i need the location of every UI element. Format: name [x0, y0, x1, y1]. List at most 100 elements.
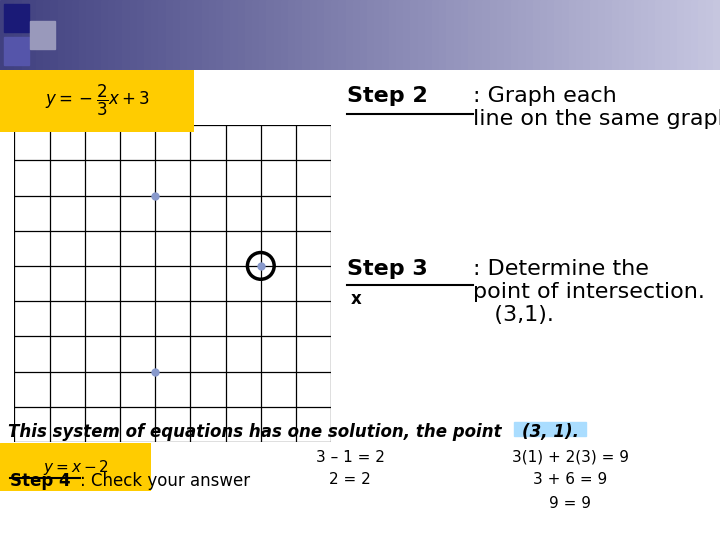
Bar: [504, 0, 512, 70]
Bar: [338, 0, 346, 70]
Bar: [0, 0, 8, 70]
Bar: [238, 0, 246, 70]
Bar: [65, 0, 73, 70]
Bar: [677, 0, 685, 70]
Bar: [14, 0, 22, 70]
Bar: [317, 0, 325, 70]
Bar: [482, 0, 490, 70]
Text: : Determine the
point of intersection.
   (3,1).: : Determine the point of intersection. (…: [473, 259, 705, 325]
Text: 3 + 6 = 9: 3 + 6 = 9: [533, 472, 607, 487]
Bar: [576, 0, 584, 70]
Bar: [122, 0, 130, 70]
Text: Step 3: Step 3: [347, 259, 428, 279]
Bar: [569, 0, 577, 70]
Bar: [101, 0, 109, 70]
Bar: [374, 0, 382, 70]
Bar: [7, 0, 15, 70]
Bar: [194, 0, 202, 70]
Bar: [331, 0, 339, 70]
Bar: [648, 0, 656, 70]
Bar: [310, 0, 318, 70]
Bar: [209, 0, 217, 70]
Bar: [202, 0, 210, 70]
Bar: [475, 0, 483, 70]
Bar: [324, 0, 332, 70]
Bar: [216, 0, 224, 70]
Bar: [43, 0, 51, 70]
Bar: [115, 0, 123, 70]
Bar: [230, 0, 238, 70]
Bar: [295, 0, 303, 70]
Bar: [353, 0, 361, 70]
Bar: [590, 0, 598, 70]
Bar: [94, 0, 102, 70]
Bar: [490, 0, 498, 70]
Bar: [58, 0, 66, 70]
Bar: [706, 0, 714, 70]
Bar: [4, 37, 29, 65]
Bar: [86, 0, 94, 70]
Bar: [468, 0, 476, 70]
Bar: [151, 0, 159, 70]
Bar: [130, 0, 138, 70]
Text: x: x: [351, 291, 361, 308]
Bar: [583, 0, 591, 70]
Bar: [346, 0, 354, 70]
Text: Step 2: Step 2: [347, 86, 428, 106]
Bar: [252, 0, 260, 70]
Bar: [108, 0, 116, 70]
Bar: [454, 0, 462, 70]
Bar: [514, 422, 586, 436]
Bar: [684, 0, 692, 70]
Bar: [641, 0, 649, 70]
Bar: [144, 0, 152, 70]
Bar: [281, 0, 289, 70]
Bar: [533, 0, 541, 70]
Bar: [439, 0, 447, 70]
Bar: [137, 0, 145, 70]
Text: (3, 1).: (3, 1).: [521, 423, 578, 442]
Bar: [158, 0, 166, 70]
Bar: [4, 3, 29, 31]
Bar: [30, 21, 55, 49]
Bar: [389, 0, 397, 70]
Bar: [446, 0, 454, 70]
Bar: [698, 0, 706, 70]
Bar: [266, 0, 274, 70]
Bar: [288, 0, 296, 70]
Bar: [29, 0, 37, 70]
Bar: [554, 0, 562, 70]
Bar: [562, 0, 570, 70]
Bar: [605, 0, 613, 70]
Bar: [634, 0, 642, 70]
Text: 9 = 9: 9 = 9: [549, 496, 591, 511]
Text: : Check your answer: : Check your answer: [80, 472, 250, 490]
Bar: [511, 0, 519, 70]
Bar: [418, 0, 426, 70]
Text: Step 4: Step 4: [10, 472, 71, 490]
Bar: [367, 0, 375, 70]
Bar: [72, 0, 80, 70]
Bar: [259, 0, 267, 70]
Bar: [79, 0, 87, 70]
Bar: [655, 0, 663, 70]
Bar: [432, 0, 440, 70]
Text: : Graph each
line on the same graph: : Graph each line on the same graph: [473, 86, 720, 129]
Bar: [223, 0, 231, 70]
Text: $y = x - 2$: $y = x - 2$: [42, 457, 109, 477]
Text: 3 – 1 = 2: 3 – 1 = 2: [315, 450, 384, 465]
Bar: [166, 0, 174, 70]
Bar: [410, 0, 418, 70]
Bar: [403, 0, 411, 70]
Bar: [612, 0, 620, 70]
Text: y: y: [153, 90, 164, 107]
Bar: [382, 0, 390, 70]
Bar: [173, 0, 181, 70]
Bar: [187, 0, 195, 70]
Bar: [547, 0, 555, 70]
Text: $y = -\dfrac{2}{3}x + 3$: $y = -\dfrac{2}{3}x + 3$: [45, 83, 150, 118]
Bar: [626, 0, 634, 70]
Text: 2 = 2: 2 = 2: [329, 472, 371, 487]
Bar: [598, 0, 606, 70]
Bar: [302, 0, 310, 70]
